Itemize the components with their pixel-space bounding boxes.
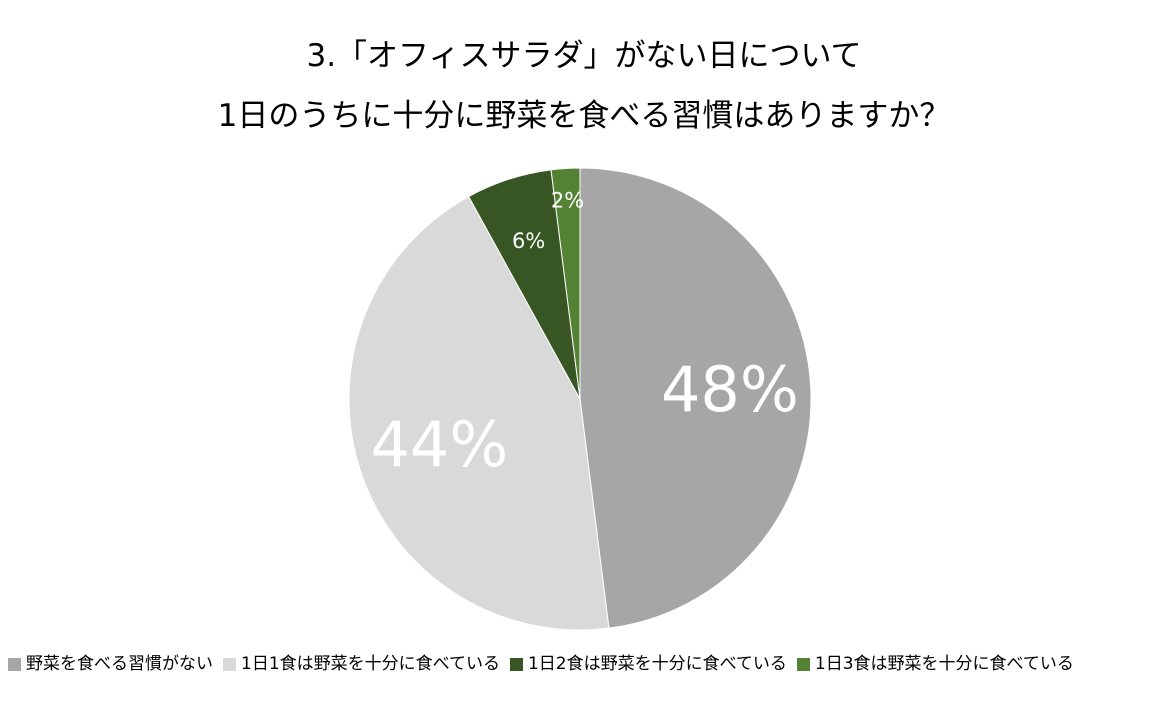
chart-legend: 野菜を食べる習慣がない 1日1食は野菜を十分に食べている 1日2食は野菜を十分に食べ… [8,652,1168,676]
legend-item-3: 1日2食は野菜を十分に食べている [509,652,787,676]
legend-swatch-1 [8,657,21,671]
pie-chart: 48% 44% 6%2% [348,167,812,631]
pie-slices [348,167,812,631]
legend-item-1: 野菜を食べる習慣がない [8,652,213,676]
chart-title-line-1: 3.「オフィスサラダ」がない日について [306,38,862,74]
pie-slice-label-1: 48% [661,353,799,426]
pie-slice-label-2: 44% [370,408,508,481]
legend-label-4: 1日3食は野菜を十分に食べている [814,654,1074,674]
pie-slice-label-3: 6% [512,229,545,253]
legend-item-2: 1日1食は野菜を十分に食べている [223,652,500,676]
pie-slice-2 [348,195,610,631]
chart-title-line-2: 1日のうちに十分に野菜を食べる習慣はありますか？ [217,98,951,134]
pie-slice-label-4: 2% [551,189,584,213]
legend-swatch-2 [223,657,236,671]
pie-slice-labels: 48% 44% 6%2% [370,189,798,481]
legend-swatch-3 [509,657,523,671]
legend-item-4: 1日3食は野菜を十分に食べている [796,652,1074,676]
legend-label-2: 1日1食は野菜を十分に食べている [241,654,500,674]
legend-label-3: 1日2食は野菜を十分に食べている [527,654,787,674]
legend-label-1: 野菜を食べる習慣がない [26,654,213,674]
pie-slice-1 [579,167,812,629]
legend-swatch-4 [796,657,810,671]
pie-slice-4 [550,167,581,400]
